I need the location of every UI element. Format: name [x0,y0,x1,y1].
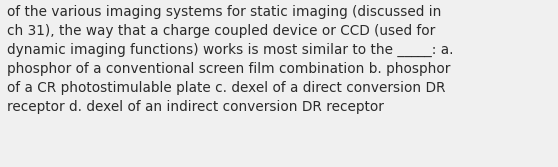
Text: of the various imaging systems for static imaging (discussed in
ch 31), the way : of the various imaging systems for stati… [7,5,453,114]
